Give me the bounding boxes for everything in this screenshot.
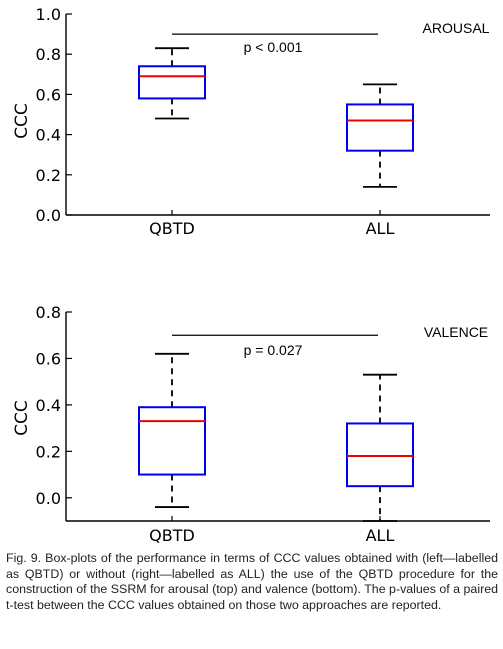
- y-tick-label: 0.6: [36, 349, 61, 368]
- y-tick-label: 0.2: [36, 166, 61, 185]
- iqr-box: [138, 65, 206, 100]
- y-axis-label: CCC: [12, 103, 32, 139]
- box-all: [346, 83, 414, 188]
- y-tick-label: 0.4: [36, 126, 61, 145]
- box-plot-figure: 0.0 0.2 0.4 0.6 0.8 1.0 CCC QBTD ALL p < 0.001 ARO…: [12, 5, 490, 545]
- panel-label: VALENCE: [424, 324, 488, 340]
- valence-panel: 0.0 0.2 0.4 0.6 0.8 CCC QBTD ALL p = 0.027 VALENC…: [12, 303, 490, 545]
- box-all: [346, 373, 414, 522]
- p-value-text: p < 0.001: [244, 39, 303, 55]
- box-qbtd: [138, 352, 206, 508]
- y-tick-label: 0.2: [36, 442, 61, 461]
- y-tick-label: 0.0: [36, 489, 61, 508]
- p-value-text: p = 0.027: [244, 342, 303, 358]
- x-category-label: ALL: [366, 526, 395, 545]
- y-tick-label: 0.6: [36, 85, 61, 104]
- iqr-box: [138, 406, 206, 476]
- x-category-label: QBTD: [149, 526, 195, 545]
- x-category-label: ALL: [366, 219, 395, 238]
- y-tick-label: 0.8: [36, 303, 61, 322]
- y-tick-label: 1.0: [36, 5, 61, 24]
- y-axis-label: CCC: [12, 400, 32, 436]
- iqr-box: [346, 103, 414, 152]
- x-category-label: QBTD: [149, 219, 195, 238]
- box-qbtd: [138, 47, 206, 120]
- figure-caption: Fig. 9. Box-plots of the performance in …: [6, 551, 498, 612]
- y-tick-label: 0.0: [36, 206, 61, 225]
- iqr-box: [346, 422, 414, 488]
- panel-label: AROUSAL: [423, 20, 490, 36]
- y-tick-label: 0.8: [36, 45, 61, 64]
- y-tick-label: 0.4: [36, 396, 61, 415]
- arousal-panel: 0.0 0.2 0.4 0.6 0.8 1.0 CCC QBTD ALL p < 0.001 ARO…: [12, 5, 490, 238]
